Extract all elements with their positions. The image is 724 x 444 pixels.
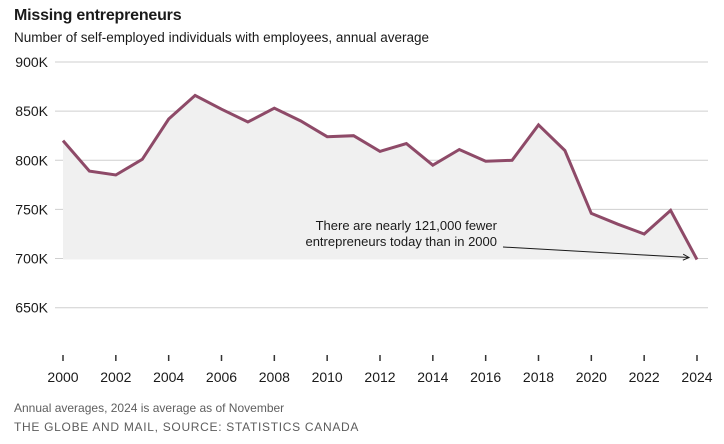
chart-title: Missing entrepreneurs — [14, 7, 182, 24]
x-axis-label: 2022 — [629, 369, 660, 385]
data-series-group — [61, 93, 699, 261]
data-line — [61, 93, 699, 261]
x-axis-label: 2008 — [259, 369, 290, 385]
y-axis-label: 650K — [15, 300, 48, 316]
x-axis-label: 2006 — [206, 369, 237, 385]
x-axis-label: 2018 — [523, 369, 554, 385]
annotation-arrow-group — [502, 246, 691, 261]
x-axis-label: 2012 — [364, 369, 395, 385]
x-axis-label: 2002 — [100, 369, 131, 385]
y-axis-label: 800K — [15, 152, 48, 168]
x-axis-label: 2024 — [681, 369, 712, 385]
y-axis-label: 750K — [15, 201, 48, 217]
x-axis-label: 2014 — [417, 369, 448, 385]
y-axis-label: 700K — [15, 251, 48, 267]
x-axis-label: 2016 — [470, 369, 501, 385]
x-axis-label: 2020 — [576, 369, 607, 385]
x-axis-label: 2000 — [47, 369, 78, 385]
area-fill — [63, 95, 697, 260]
annotation-line-2: entrepreneurs today than in 2000 — [305, 234, 497, 249]
footnote: Annual averages, 2024 is average as of N… — [14, 401, 285, 415]
annotation-line-1: There are nearly 121,000 fewer — [315, 218, 497, 233]
source-line: THE GLOBE AND MAIL, SOURCE: STATISTICS C… — [14, 420, 360, 434]
x-axis-label: 2010 — [312, 369, 343, 385]
y-axis-label: 900K — [15, 54, 48, 70]
chart-footer: Annual averages, 2024 is average as of N… — [14, 401, 714, 435]
chart-header: Missing entrepreneurs Number of self-emp… — [14, 6, 714, 46]
axes-group: 900K 850K 800K 750K 700K 650K 2000 2002 2004 2006… — [15, 54, 712, 385]
chart-subtitle: Number of self-employed individuals with… — [14, 30, 429, 45]
annotation-arrow — [502, 246, 691, 261]
x-axis-label: 2004 — [153, 369, 184, 385]
annotation: There are nearly 121,000 fewer entrepren… — [305, 218, 497, 250]
y-axis-label: 850K — [15, 103, 48, 119]
